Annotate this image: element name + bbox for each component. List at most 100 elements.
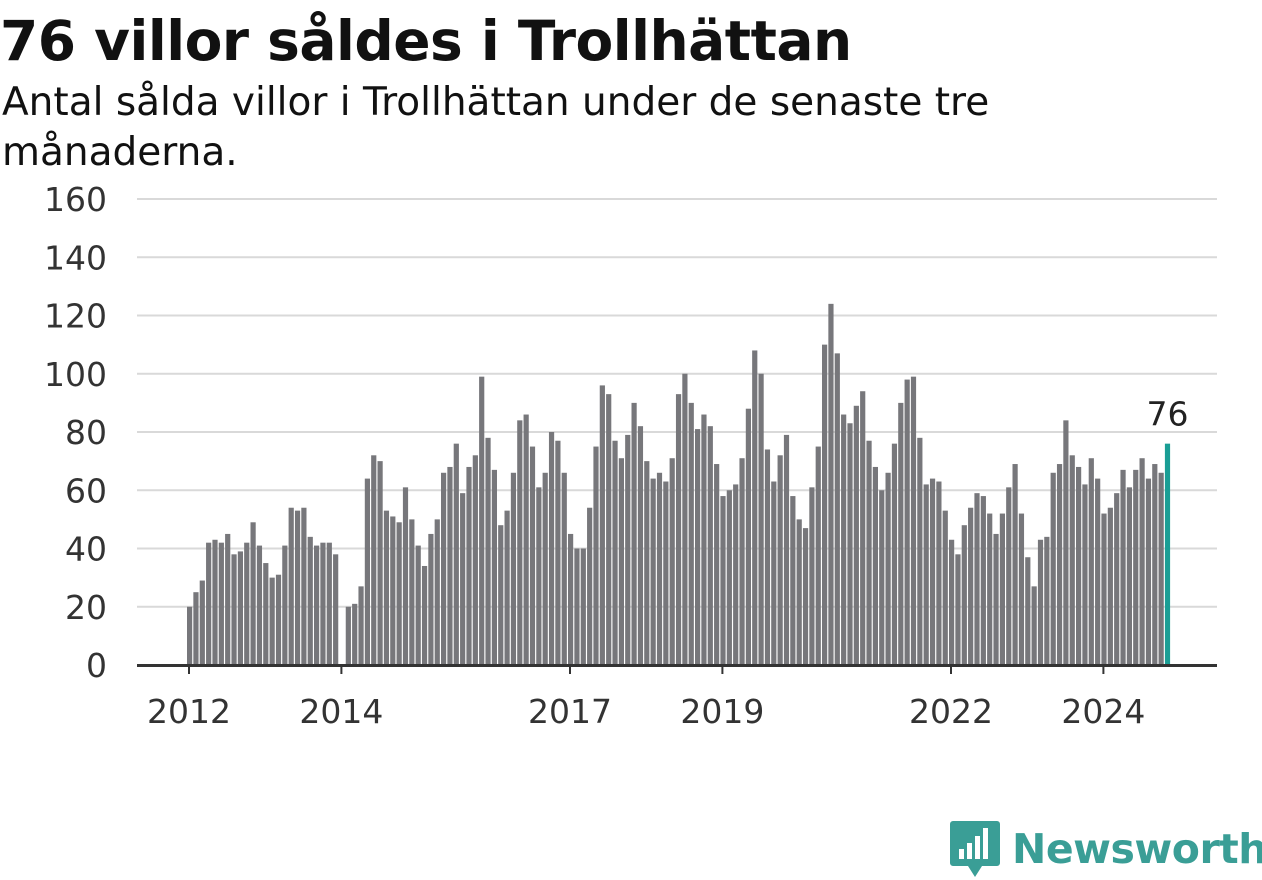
- bar: [1120, 469, 1126, 665]
- brand-logo: Newsworthy: [950, 818, 1262, 880]
- bar: [707, 426, 713, 665]
- bar: [650, 478, 656, 665]
- bar: [212, 539, 218, 665]
- bar: [758, 373, 764, 665]
- bar: [256, 545, 263, 665]
- bar: [701, 414, 707, 665]
- bar: [187, 606, 193, 665]
- y-tick-label: 60: [65, 471, 107, 510]
- bar: [739, 458, 745, 665]
- bar: [498, 525, 504, 665]
- bar: [987, 513, 993, 665]
- bar: [231, 554, 237, 665]
- bar: [898, 402, 904, 665]
- bar: [428, 533, 434, 665]
- bar: [441, 472, 447, 665]
- bar: [1076, 466, 1082, 665]
- x-tick-label: 2017: [528, 692, 612, 731]
- bar: [675, 394, 682, 665]
- bar: [1006, 487, 1012, 665]
- bar: [688, 402, 694, 665]
- bar: [479, 376, 485, 665]
- bar: [377, 461, 383, 665]
- bar: [593, 446, 599, 665]
- bar: [199, 580, 205, 665]
- bar: [447, 466, 453, 665]
- bar: [1063, 420, 1069, 665]
- y-tick-label: 20: [65, 588, 107, 627]
- bar: [1056, 464, 1063, 665]
- bar: [402, 487, 409, 665]
- bar: [771, 481, 777, 665]
- bar: [269, 577, 275, 665]
- y-tick-label: 80: [65, 413, 107, 452]
- bar: [193, 592, 199, 665]
- bar: [796, 519, 802, 665]
- bar: [752, 350, 758, 665]
- bar: [574, 548, 580, 665]
- bar: [307, 536, 313, 665]
- bar: [1107, 507, 1113, 665]
- bar: [1126, 487, 1132, 665]
- bar: [250, 522, 256, 665]
- bar: [409, 519, 415, 665]
- bar: [860, 391, 866, 665]
- bar: [682, 373, 688, 665]
- bar: [1044, 536, 1050, 665]
- bar: [294, 510, 301, 665]
- bar: [529, 446, 536, 665]
- bar: [580, 548, 586, 665]
- bar: [504, 510, 510, 665]
- bar: [301, 507, 307, 665]
- bar: [968, 507, 974, 665]
- bar: [618, 458, 624, 665]
- chart-title: 76 villor såldes i Trollhättan: [0, 9, 852, 73]
- bar: [923, 484, 929, 665]
- bar: [1025, 557, 1031, 665]
- x-tick-label: 2022: [909, 692, 993, 731]
- bar: [206, 542, 212, 665]
- bar: [275, 574, 282, 665]
- bar: [548, 432, 555, 665]
- bar: [1012, 464, 1018, 665]
- bar: [1139, 458, 1145, 665]
- bar: [491, 469, 497, 665]
- bar: [320, 542, 326, 665]
- x-tick-label: 2019: [680, 692, 764, 731]
- brand-name: Newsworthy: [1012, 825, 1262, 873]
- bar: [510, 472, 517, 665]
- bar: [225, 533, 231, 665]
- bar: [599, 385, 605, 665]
- bar: [663, 481, 669, 665]
- data-label-latest: 76: [1147, 395, 1189, 434]
- bar: [415, 545, 421, 665]
- bar: [288, 507, 294, 665]
- chart-subtitle: Antal sålda villor i Trollhättan under d…: [2, 80, 990, 175]
- bar: [371, 455, 377, 665]
- bar: [733, 484, 739, 665]
- bar: [999, 513, 1005, 665]
- x-tick-label: 2024: [1061, 692, 1145, 731]
- bar: [612, 440, 618, 665]
- y-tick-label: 160: [44, 180, 107, 219]
- bar: [841, 414, 847, 665]
- bar: [961, 525, 967, 665]
- bar: [853, 405, 859, 665]
- bar-highlight: [1164, 443, 1171, 665]
- bar: [542, 472, 548, 665]
- bar: [917, 437, 923, 665]
- bar: [390, 516, 396, 665]
- bar: [326, 542, 332, 665]
- y-tick-label: 0: [86, 646, 107, 685]
- bar: [364, 478, 370, 665]
- bar: [828, 303, 834, 665]
- bar: [1114, 493, 1120, 665]
- bar: [1095, 478, 1101, 665]
- bar: [656, 472, 663, 665]
- bar: [1101, 513, 1107, 665]
- y-tick-label: 140: [44, 238, 107, 277]
- bar: [625, 434, 631, 665]
- bar: [720, 496, 726, 665]
- bar: [1037, 539, 1044, 665]
- y-tick-label: 100: [44, 355, 107, 394]
